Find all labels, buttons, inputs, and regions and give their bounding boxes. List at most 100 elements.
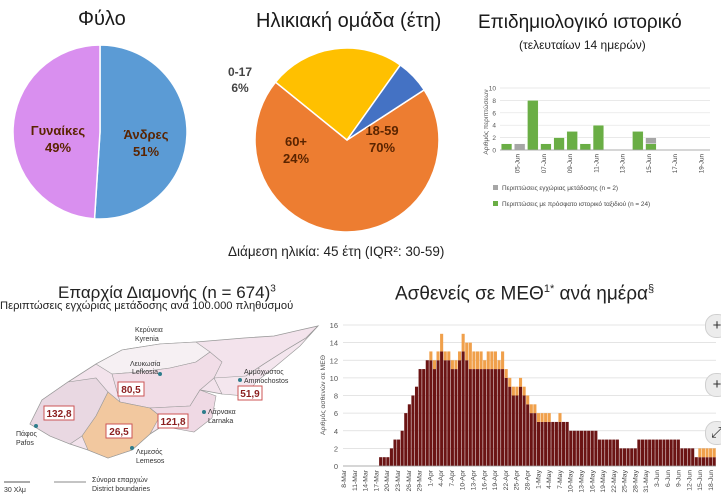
icu-bar-d49-s0 xyxy=(518,386,523,466)
icu-y-tick: 10 xyxy=(330,374,338,383)
icu-bar-d41-s1 xyxy=(490,351,494,370)
pie-slice-label-1: 60+ xyxy=(285,134,307,149)
pie-slice-value-0: 70% xyxy=(369,140,395,155)
icu-x-tick-29-mar: 29-Mar xyxy=(417,469,424,491)
icu-chart-title: Ασθενείς σε ΜΕΘ1* ανά ημέρα§ xyxy=(395,283,655,305)
icu-x-tick-10-may: 10-May xyxy=(568,469,575,492)
zoom-in-button[interactable]: + xyxy=(705,314,721,338)
sex-pie-chart: Άνδρες 51% Γυναίκες 49% xyxy=(12,44,188,220)
icu-bar-d65-s0 xyxy=(576,430,580,466)
icu-bar-d58-s0 xyxy=(551,421,555,466)
icu-bar-d98-s0 xyxy=(694,457,698,466)
icu-bar-d10-s0 xyxy=(379,457,383,466)
lemesos-label-el: Λεμεσός xyxy=(136,448,163,456)
icu-x-tick-31-may: 31-May xyxy=(643,469,650,492)
icu-bar-d53-s0 xyxy=(533,413,537,466)
icu-bar-d49-s1 xyxy=(518,377,523,387)
map-title: Επαρχία Διαμονής (n = 674)3 xyxy=(58,283,276,302)
icu-bar-d62-s0 xyxy=(565,421,569,466)
epi-x-tick: 07-Jun xyxy=(541,154,548,174)
icu-bar-d19-s0 xyxy=(411,395,415,466)
epi-x-tick: 15-Jun xyxy=(646,154,653,174)
epi-chart-subtitle: (τελευταίων 14 ημερών) xyxy=(519,38,646,52)
icu-x-tick-1-apr: 1-Apr xyxy=(427,469,434,486)
icu-bar-d56-s0 xyxy=(544,421,548,466)
icu-x-tick-26-mar: 26-Mar xyxy=(406,469,413,491)
pie-slice-0 xyxy=(254,81,440,233)
epi-y-tick: 4 xyxy=(492,123,496,130)
icu-bar-d48-s0 xyxy=(515,395,519,466)
icu-y-axis-label: Αριθμός ασθενών σε ΜΕΘ xyxy=(319,355,327,435)
pafos-value-box: 132,8 xyxy=(43,405,75,421)
lemesos-label-en: Lemesos xyxy=(136,458,165,465)
icu-bar-d17-s0 xyxy=(404,413,408,466)
icu-y-tick: 16 xyxy=(330,321,338,330)
larnaka-value-box: 121,8 xyxy=(157,413,189,429)
icu-bar-d13-s0 xyxy=(389,448,393,466)
epi-legend-swatch-0 xyxy=(493,185,498,190)
icu-bar-d26-s1 xyxy=(436,351,440,361)
zoom-in-button-2[interactable]: + xyxy=(705,373,721,397)
icu-bar-d30-s1 xyxy=(450,360,454,370)
icu-bar-d47-s1 xyxy=(511,386,515,396)
pie-slice-value-1: 49% xyxy=(45,140,71,155)
pie-slice-0 xyxy=(93,44,188,220)
epi-y-tick: 10 xyxy=(489,86,497,93)
larnaka-label-en: Larnaka xyxy=(208,418,233,425)
pafos-label-el: Πάφος xyxy=(16,430,38,438)
icu-bar-d86-s0 xyxy=(651,439,655,466)
epi-y-tick: 0 xyxy=(492,148,496,155)
icu-bar-d55-s1 xyxy=(540,413,544,422)
icu-bar-d35-s1 xyxy=(468,342,472,370)
icu-x-tick-13-may: 13-May xyxy=(578,469,585,492)
expand-button[interactable]: ⤢ xyxy=(705,421,721,445)
icu-x-tick-9-jun: 9-Jun xyxy=(676,470,683,487)
icu-x-tick-19-may: 19-May xyxy=(600,469,607,492)
icu-bar-d79-s0 xyxy=(626,448,630,466)
icu-x-tick-10-apr: 10-Apr xyxy=(460,469,467,490)
icu-bar-d39-s1 xyxy=(483,360,487,370)
icu-x-tick-1-may: 1-May xyxy=(535,469,542,488)
icu-x-tick-6-jun: 6-Jun xyxy=(665,470,672,487)
icu-y-tick: 4 xyxy=(334,427,338,436)
icu-bar-d32-s0 xyxy=(458,360,462,466)
epi-x-tick: 09-Jun xyxy=(567,154,574,174)
icu-x-tick-18-jun: 18-Jun xyxy=(708,470,715,491)
icu-bar-d100-s1 xyxy=(701,448,705,458)
icu-bar-d63-s0 xyxy=(569,430,573,466)
icu-bar-d24-s0 xyxy=(429,360,433,466)
icu-bar-d36-s1 xyxy=(472,351,476,370)
icu-bar-d23-s0 xyxy=(425,360,429,466)
lemesos-value-box: 26,5 xyxy=(105,423,133,439)
icu-bar-d32-s1 xyxy=(458,351,462,361)
icu-bar-d30-s0 xyxy=(450,369,454,466)
icu-y-tick: 12 xyxy=(330,356,338,365)
icu-bar-d15-s0 xyxy=(397,439,401,466)
lemesos-dot xyxy=(130,446,134,450)
icu-x-tick-15-jun: 15-Jun xyxy=(697,470,704,491)
epi-bar-08-jun-s0 xyxy=(553,137,565,151)
icu-bar-d85-s0 xyxy=(648,439,652,466)
icu-y-tick: 14 xyxy=(330,339,338,348)
icu-bar-d42-s0 xyxy=(493,369,497,466)
epi-bar-07-jun-s0 xyxy=(540,143,552,151)
icu-bar-d90-s0 xyxy=(666,439,670,466)
larnaka-dot xyxy=(202,410,206,414)
icu-bar-d84-s0 xyxy=(644,439,648,466)
icu-bar-d88-s0 xyxy=(658,439,662,466)
icu-bar-d75-s0 xyxy=(612,439,616,466)
pie-slice-1 xyxy=(274,47,402,142)
icu-x-tick-7-apr: 7-Apr xyxy=(449,469,456,486)
icu-bar-d74-s0 xyxy=(608,439,612,466)
icu-bar-d36-s0 xyxy=(472,369,476,466)
icu-bar-d38-s0 xyxy=(479,369,483,466)
icu-bar-d44-s0 xyxy=(501,369,505,466)
ammochostos-dot xyxy=(238,378,242,382)
icu-x-tick-20-mar: 20-Mar xyxy=(384,469,391,491)
svg-text:121,8: 121,8 xyxy=(160,417,185,428)
icu-x-tick-16-may: 16-May xyxy=(589,469,596,492)
lefkosia-value-box: 80,5 xyxy=(117,381,145,397)
icu-bar-d45-s1 xyxy=(504,369,508,378)
epi-bar-10-jun-s0 xyxy=(579,143,591,151)
